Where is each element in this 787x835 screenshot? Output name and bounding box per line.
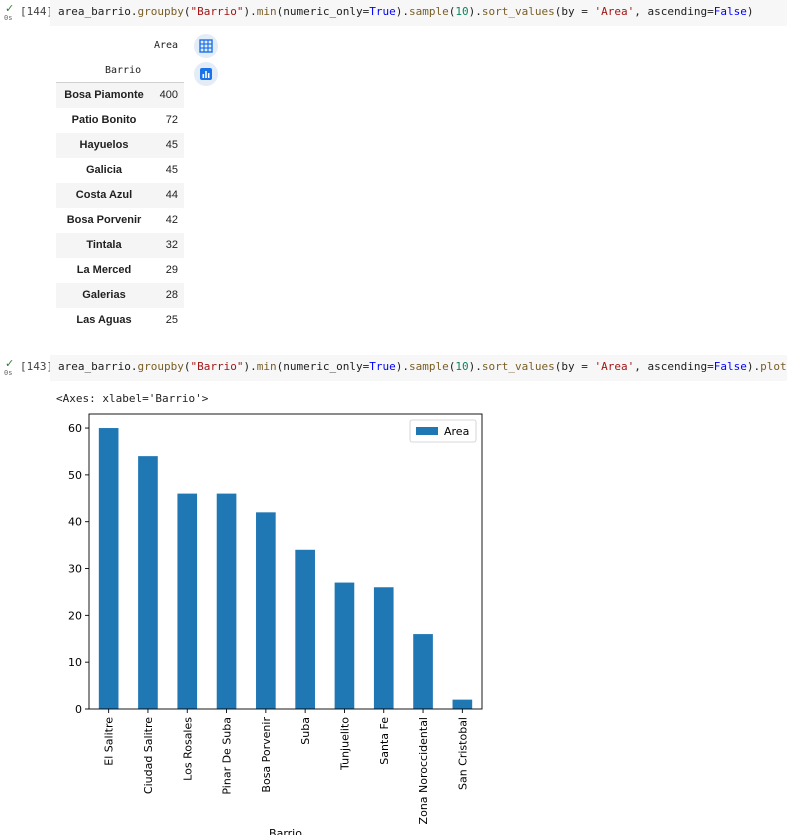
execution-count: [144] <box>20 5 54 18</box>
index-header-barrio: Barrio <box>105 65 142 76</box>
x-tick-label: San Cristobal <box>456 717 469 790</box>
table-row: Bosa Porvenir 42 <box>56 208 184 233</box>
row-value-area: 400 <box>159 89 178 101</box>
row-index-barrio: Costa Azul <box>75 189 133 201</box>
x-axis-label: Barrio <box>269 827 302 835</box>
x-tick-label: Pinar De Suba <box>221 717 234 795</box>
bar <box>334 582 355 709</box>
suggest-charts-button[interactable] <box>194 62 218 86</box>
y-tick-label: 0 <box>75 703 82 716</box>
convert-to-table-button[interactable] <box>194 34 218 58</box>
row-index-barrio: Tintala <box>86 239 122 251</box>
row-value-area: 29 <box>165 264 178 276</box>
execution-count: [143] <box>20 360 54 373</box>
y-tick-label: 30 <box>68 563 82 576</box>
legend-swatch <box>416 427 438 435</box>
table-row: Galicia 45 <box>56 158 184 183</box>
bar <box>256 512 276 709</box>
code-cell-144: ✓ 0s [144] area_barrio.groupby("Barrio")… <box>0 0 787 335</box>
table-row: Costa Azul 44 <box>56 183 184 208</box>
row-value-area: 32 <box>165 239 178 251</box>
table-row: Patio Bonito 72 <box>56 108 184 133</box>
row-value-area: 45 <box>165 139 178 151</box>
x-tick-label: Suba <box>299 717 312 745</box>
y-tick-label: 50 <box>68 469 82 482</box>
run-status[interactable]: ✓ 0s <box>3 3 17 23</box>
x-tick-label: Ciudad Salitre <box>142 717 155 794</box>
header-divider <box>56 82 184 83</box>
code-line[interactable]: area_barrio.groupby("Barrio").min(numeri… <box>58 5 754 18</box>
x-tick-label: Los Rosales <box>181 717 194 781</box>
check-icon: ✓ <box>5 2 15 15</box>
code-line[interactable]: area_barrio.groupby("Barrio").min(numeri… <box>58 360 787 373</box>
row-value-area: 72 <box>165 114 178 126</box>
column-header-area: Area <box>154 40 179 51</box>
x-tick-label: Santa Fe <box>378 717 391 765</box>
x-tick-label: El Salitre <box>103 717 116 766</box>
y-tick-label: 40 <box>68 516 82 529</box>
row-value-area: 45 <box>165 164 178 176</box>
dataframe-rows: Bosa Piamonte 400 Patio Bonito 72 Hayuelos 45… <box>56 83 184 333</box>
table-row: La Merced 29 <box>56 258 184 283</box>
axes-repr-output: <Axes: xlabel='Barrio'> <box>56 392 209 405</box>
row-index-barrio: Las Aguas <box>76 314 132 326</box>
legend-label: Area <box>444 425 469 438</box>
bar <box>138 456 158 709</box>
cell-header: ✓ 0s [144] area_barrio.groupby("Barrio")… <box>0 0 787 26</box>
table-icon <box>199 39 213 53</box>
row-index-barrio: Galerias <box>82 289 126 301</box>
y-tick-label: 20 <box>68 609 82 622</box>
table-row: Hayuelos 45 <box>56 133 184 158</box>
row-index-barrio: La Merced <box>76 264 132 276</box>
x-tick-label: Tunjuelito <box>338 717 351 771</box>
bar <box>413 634 433 709</box>
run-time: 0s <box>4 369 13 377</box>
row-index-barrio: Hayuelos <box>79 139 129 151</box>
legend-box <box>409 419 477 443</box>
x-tick-label: Bosa Porvenir <box>260 717 273 793</box>
bar <box>177 493 198 709</box>
plot-frame <box>88 413 483 710</box>
run-status[interactable]: ✓ 0s <box>3 358 17 378</box>
row-index-barrio: Patio Bonito <box>71 114 137 126</box>
row-index-barrio: Bosa Porvenir <box>66 214 142 226</box>
row-value-area: 28 <box>165 289 178 301</box>
y-tick-label: 10 <box>68 656 82 669</box>
bar <box>373 587 394 709</box>
row-index-barrio: Bosa Piamonte <box>64 89 144 101</box>
row-value-area: 25 <box>165 314 178 326</box>
table-row: Tintala 32 <box>56 233 184 258</box>
check-icon: ✓ <box>5 357 15 370</box>
table-row: Galerias 28 <box>56 283 184 308</box>
code-editor[interactable] <box>50 0 787 26</box>
run-time: 0s <box>4 14 13 22</box>
y-tick-label: 60 <box>68 422 82 435</box>
table-row: Las Aguas 25 <box>56 308 184 333</box>
table-row: Bosa Piamonte 400 <box>56 83 184 108</box>
bar <box>216 493 237 709</box>
bar <box>452 699 473 709</box>
chart-icon <box>200 68 212 80</box>
row-value-area: 44 <box>165 189 178 201</box>
code-editor[interactable] <box>50 355 787 381</box>
bar <box>295 549 315 709</box>
bar <box>98 428 119 709</box>
row-index-barrio: Galicia <box>85 164 123 176</box>
code-cell-143: ✓ 0s [143] area_barrio.groupby("Barrio")… <box>0 355 787 381</box>
row-value-area: 42 <box>165 214 178 226</box>
x-tick-label: Zona Noroccidental <box>417 717 430 824</box>
bar-chart: 0 10 20 30 40 50 60 El Salitre Ciudad Salitre Los… <box>68 413 483 835</box>
